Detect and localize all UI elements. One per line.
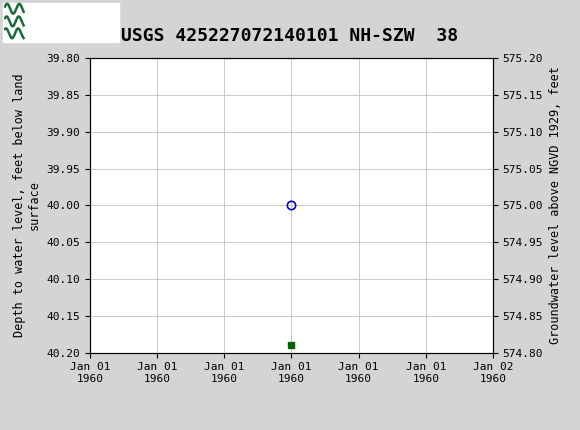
Text: USGS: USGS	[58, 12, 122, 33]
Text: USGS 425227072140101 NH-SZW  38: USGS 425227072140101 NH-SZW 38	[121, 27, 459, 45]
FancyBboxPatch shape	[3, 3, 119, 43]
Y-axis label: Groundwater level above NGVD 1929, feet: Groundwater level above NGVD 1929, feet	[549, 66, 562, 344]
Y-axis label: Depth to water level, feet below land
surface: Depth to water level, feet below land su…	[13, 74, 41, 337]
